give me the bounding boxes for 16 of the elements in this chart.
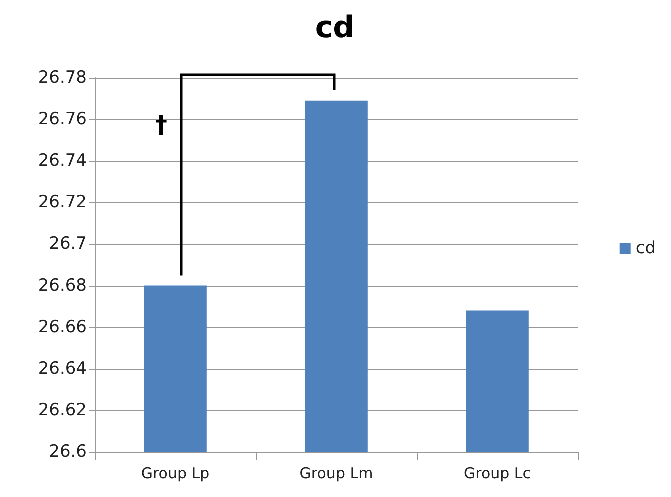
y-tick-label: 26.62 (38, 400, 87, 420)
chart-title: cd (315, 10, 355, 46)
y-tick-label: 26.7 (49, 234, 87, 254)
annotation: † (156, 111, 168, 139)
y-tick-label: 26.68 (38, 276, 87, 296)
x-tick-label: Group Lc (464, 464, 532, 482)
y-tick-label: 26.66 (38, 317, 87, 338)
y-tick-label: 26.72 (38, 192, 87, 213)
y-tick-label: 26.78 (38, 68, 87, 88)
y-tick-label: 26.74 (38, 151, 87, 172)
legend-label: cd (636, 238, 656, 258)
y-tick-label: 26.64 (38, 358, 87, 379)
x-tick-label: Group Lp (141, 464, 210, 482)
y-tick-label: 26.6 (49, 442, 87, 462)
y-tick-label: 26.76 (38, 110, 87, 130)
x-tick-label: Group Lm (300, 464, 374, 482)
